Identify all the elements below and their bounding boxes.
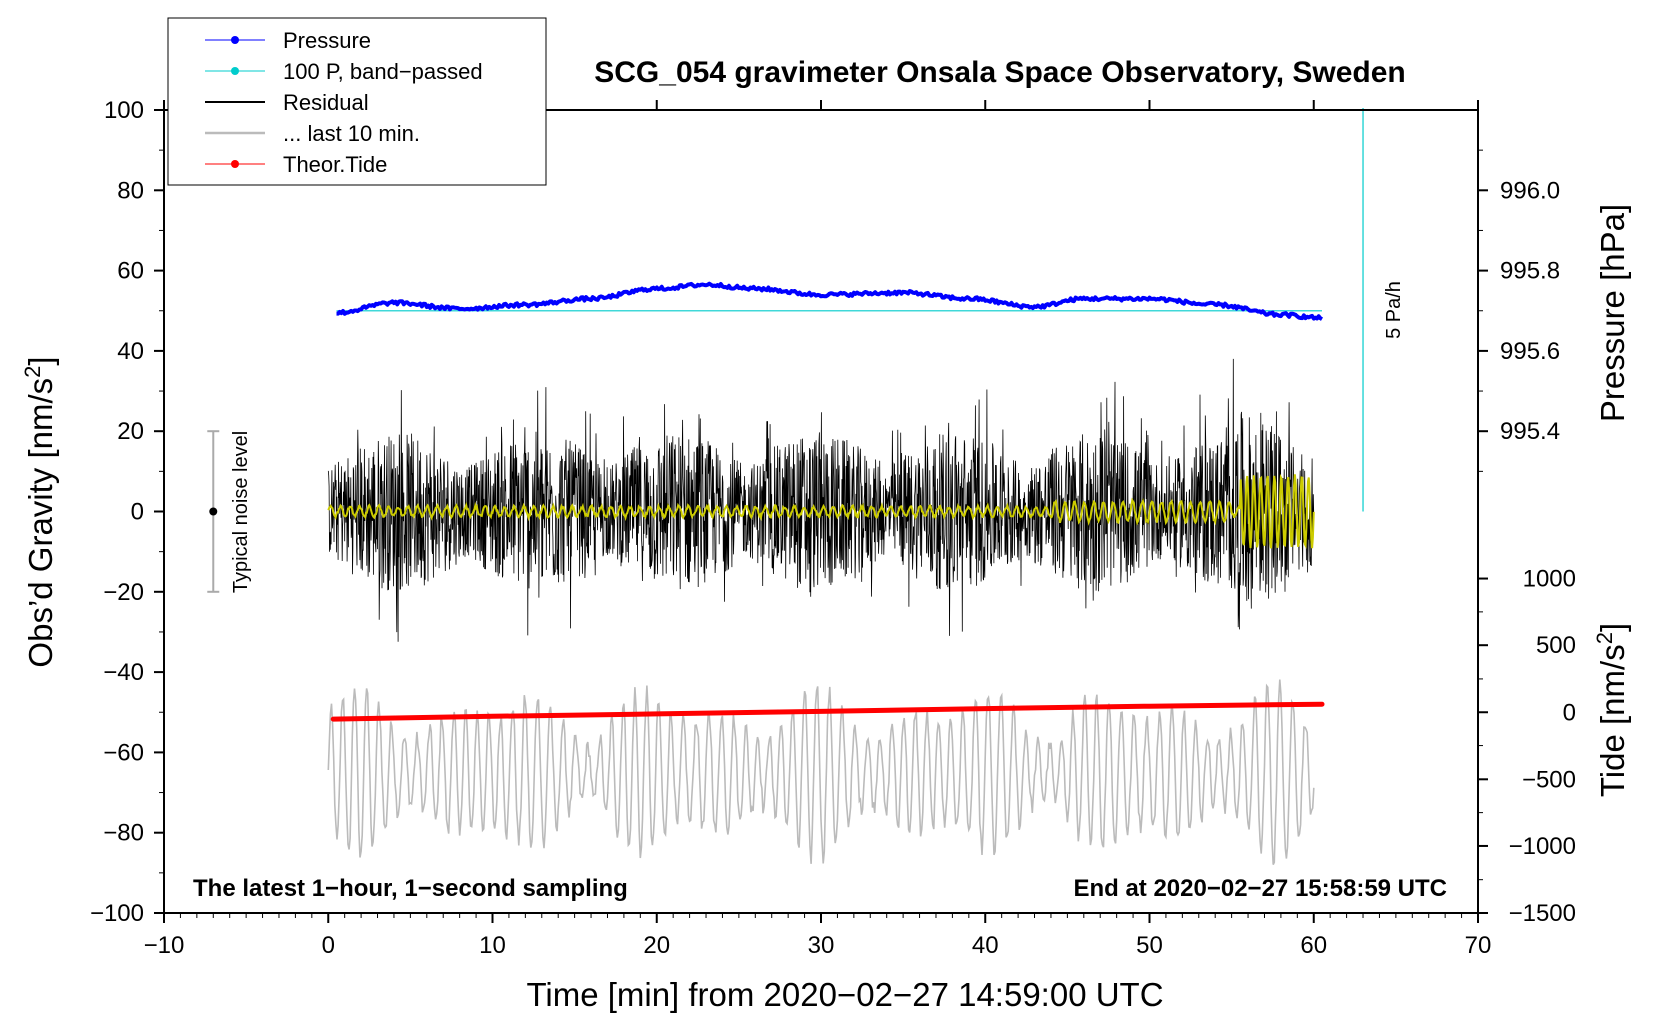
noise-level-bar — [207, 430, 220, 593]
y-tick-label: −60 — [103, 739, 144, 766]
series-last-10-min — [327, 679, 1315, 865]
legend-label-band-passed: 100 P, band−passed — [283, 59, 483, 84]
legend-item-residual: Residual — [205, 90, 369, 115]
annotation-end-time: End at 2020−02−27 15:58:59 UTC — [1073, 875, 1447, 902]
legend-item-band-passed: 100 P, band−passed — [205, 59, 483, 84]
pressure-tick-label: 996.0 — [1500, 177, 1560, 204]
y-axis-label-pressure: Pressure [hPa] — [1594, 204, 1631, 422]
y-tick-label: 60 — [117, 258, 144, 285]
y-axis-label-tide: Tide [nm/s2] — [1592, 623, 1631, 797]
y-tick-label: 40 — [117, 338, 144, 365]
tide-tick-label: 500 — [1536, 632, 1576, 659]
x-tick-label: 10 — [479, 932, 506, 959]
y-tick-label: −100 — [90, 900, 144, 927]
x-tick-label: 0 — [322, 932, 335, 959]
y-tick-label: 80 — [117, 177, 144, 204]
pressure-tick-label: 995.4 — [1500, 418, 1560, 445]
y-tick-label: −20 — [103, 579, 144, 606]
series-pressure — [336, 281, 1324, 321]
y-tick-label: 0 — [131, 499, 144, 526]
annotation-sampling: The latest 1−hour, 1−second sampling — [193, 875, 628, 902]
x-tick-label: 70 — [1465, 932, 1492, 959]
series-residual — [327, 358, 1315, 642]
legend-label-pressure: Pressure — [283, 28, 371, 53]
legend-label-residual: Residual — [283, 90, 369, 115]
pressure-tick-label: 995.8 — [1500, 258, 1560, 285]
rate-marker-label: 5 Pa/h — [1383, 281, 1405, 339]
series-filtered-residual — [327, 473, 1315, 550]
tide-tick-label: −1500 — [1509, 900, 1576, 927]
legend: Pressure 100 P, band−passed Residual ...… — [167, 17, 547, 186]
tide-tick-label: 0 — [1563, 699, 1576, 726]
y-tick-label: 100 — [104, 97, 144, 124]
tide-tick-label: 1000 — [1523, 566, 1576, 593]
x-tick-label: 60 — [1300, 932, 1327, 959]
legend-label-last-10-min: ... last 10 min. — [283, 121, 420, 146]
x-tick-label: 20 — [643, 932, 670, 959]
legend-item-last-10-min: ... last 10 min. — [205, 121, 420, 146]
tide-tick-label: −1000 — [1509, 833, 1576, 860]
x-axis-label: Time [min] from 2020−02−27 14:59:00 UTC — [526, 976, 1163, 1013]
y-tick-label: 20 — [117, 418, 144, 445]
noise-level-label: Typical noise level — [230, 431, 252, 593]
chart-title: SCG_054 gravimeter Onsala Space Observat… — [594, 56, 1406, 89]
x-tick-label: 40 — [972, 932, 999, 959]
x-tick-label: 30 — [808, 932, 835, 959]
y-axis-label-left: Obs’d Gravity [nm/s2] — [20, 356, 59, 667]
pressure-tick-label: 995.6 — [1500, 338, 1560, 365]
x-tick-label: 50 — [1136, 932, 1163, 959]
legend-label-theor-tide: Theor.Tide — [283, 152, 387, 177]
x-tick-label: −10 — [144, 932, 185, 959]
tide-tick-label: −500 — [1522, 766, 1576, 793]
y-tick-label: −40 — [103, 659, 144, 686]
y-tick-label: −80 — [103, 820, 144, 847]
series-theor-tide — [330, 701, 1325, 722]
legend-item-pressure: Pressure — [205, 28, 371, 53]
legend-item-theor-tide: Theor.Tide — [205, 152, 387, 177]
